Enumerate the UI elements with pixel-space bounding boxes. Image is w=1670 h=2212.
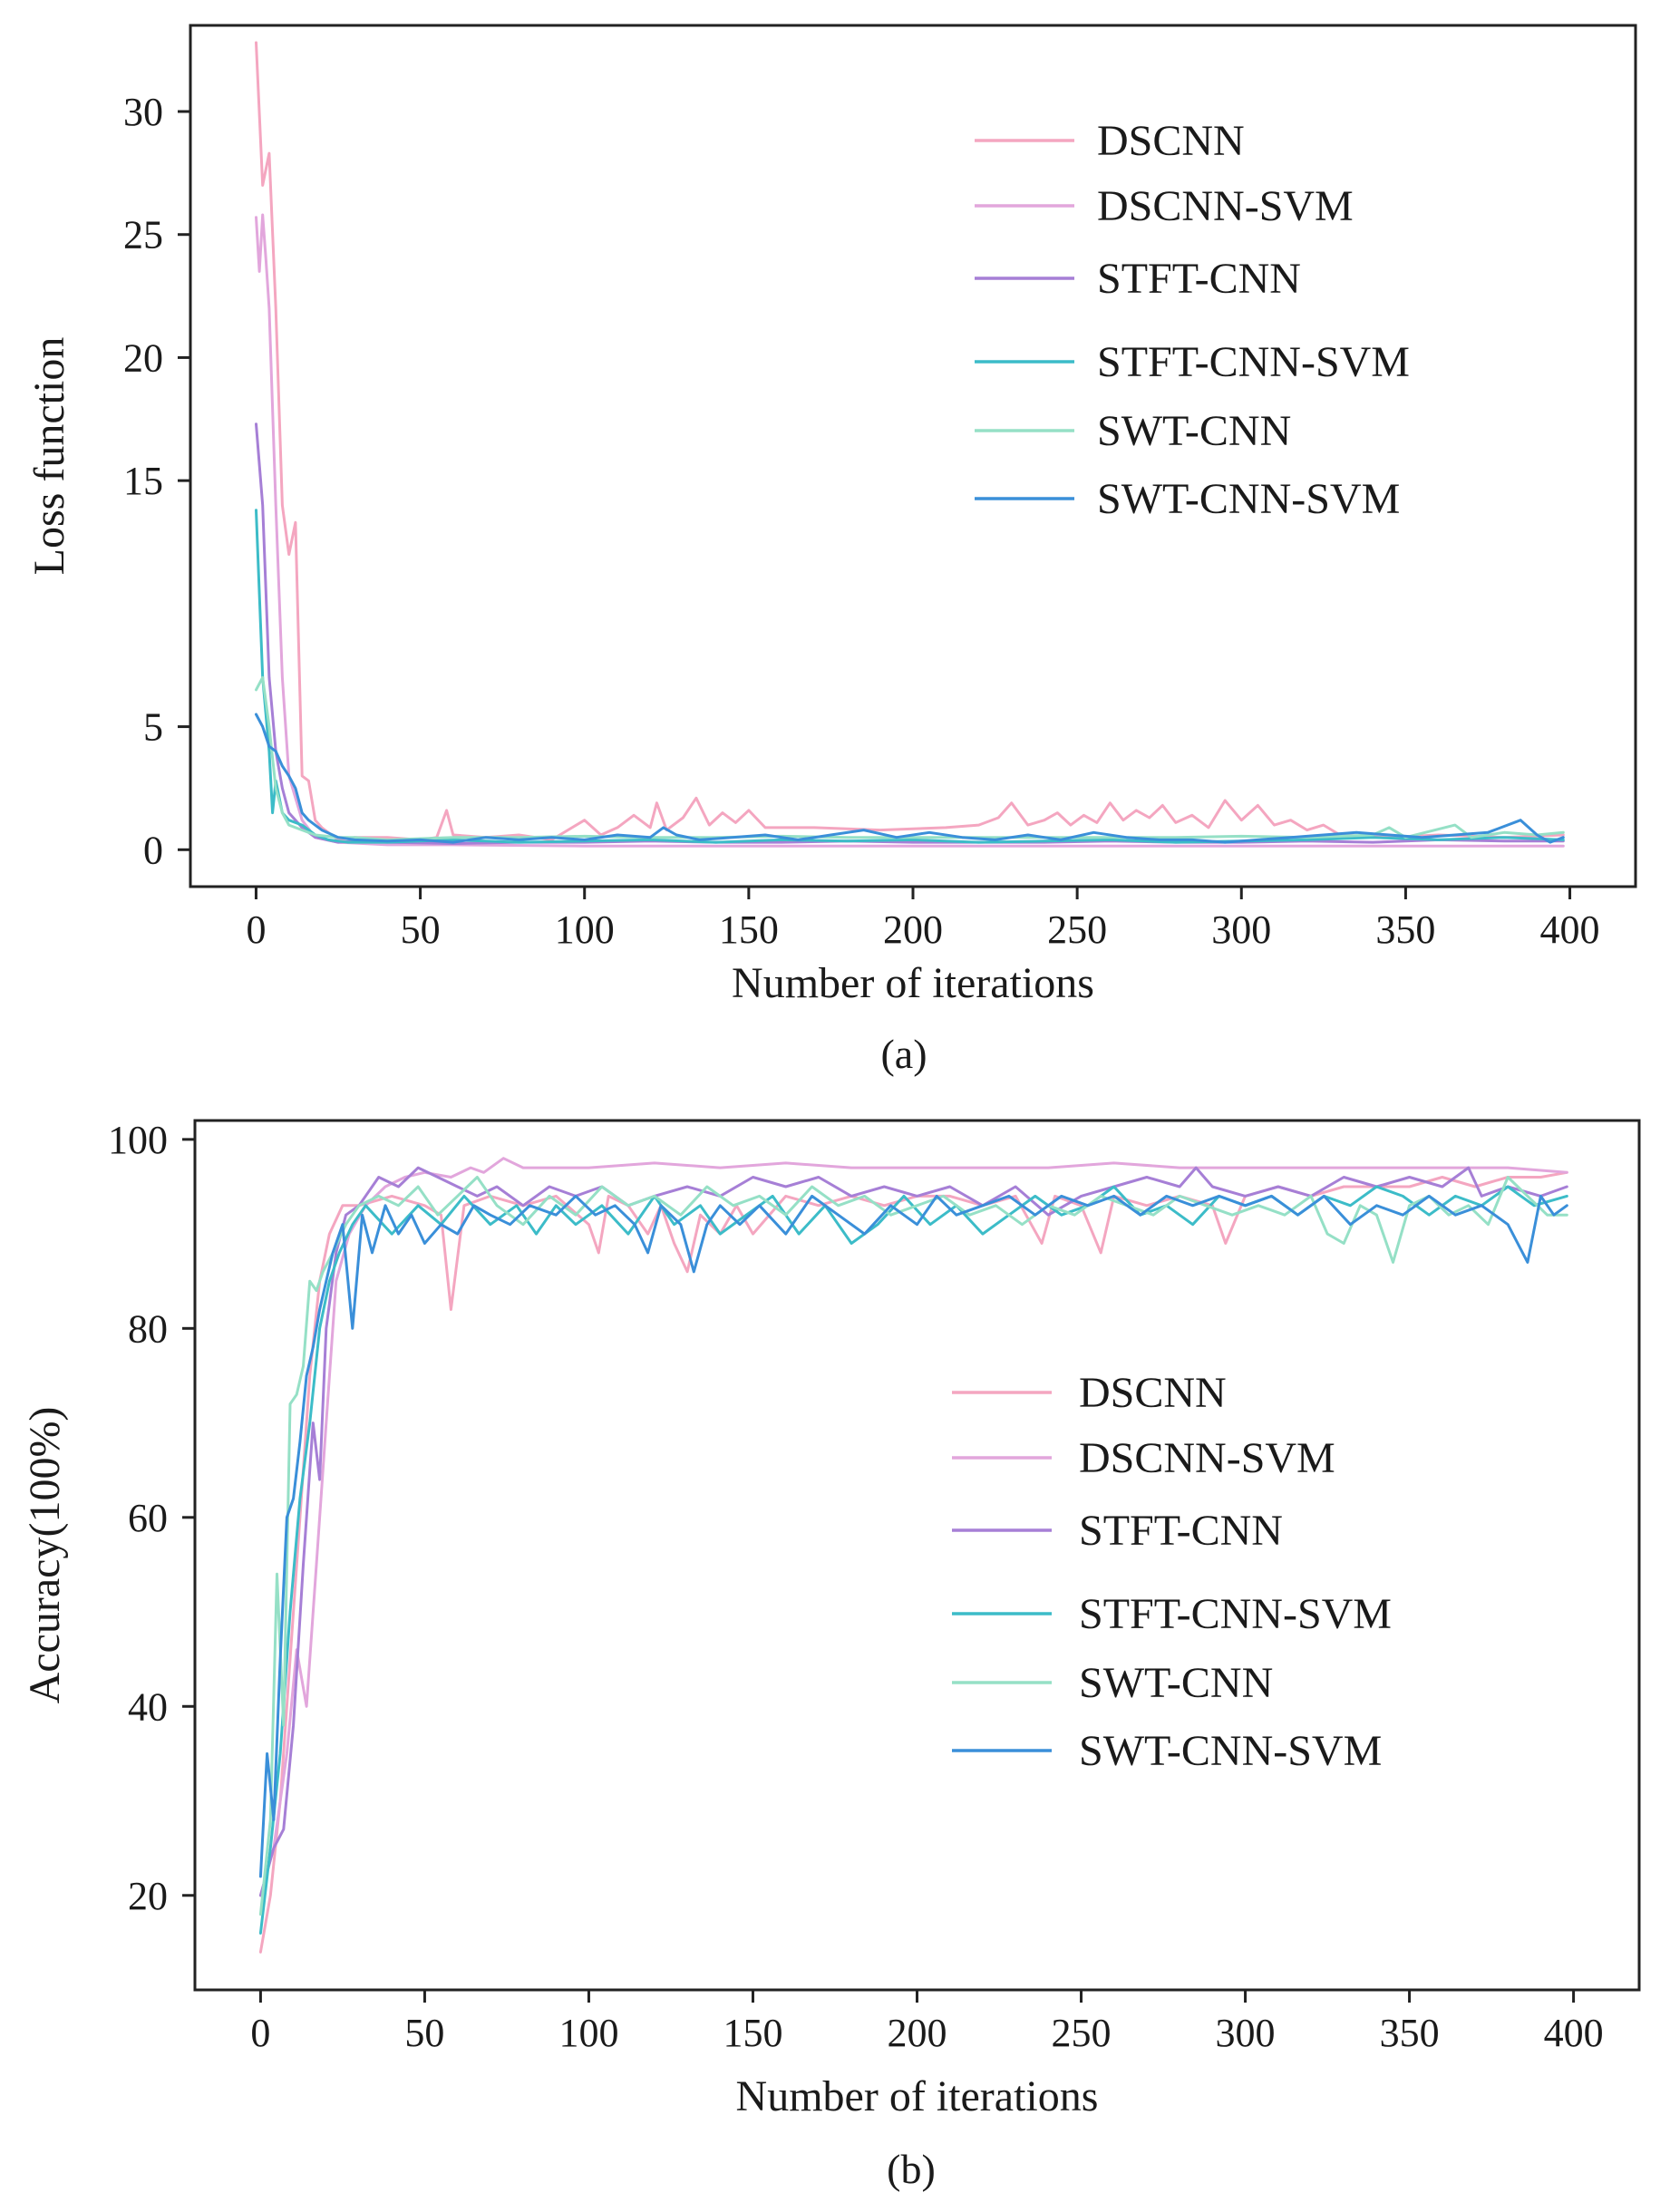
y-tick-label: 5	[143, 705, 163, 750]
caption-b: (b)	[887, 2146, 936, 2192]
legend-label: SWT-CNN-SVM	[1079, 1727, 1382, 1775]
y-axis-title: Loss function	[25, 337, 73, 576]
legend-label: SWT-CNN	[1097, 407, 1291, 455]
series-line-swt-cnn-svm	[255, 713, 1565, 844]
panel-a-loss-chart: 0 50 100 150 200 250 300 350 400 0 5 15 20 25 30 Number…	[25, 24, 1637, 1007]
legend-label: DSCNN-SVM	[1079, 1434, 1335, 1482]
x-tick-label: 300	[1216, 2011, 1276, 2055]
x-axis-title: Number of iterations	[732, 959, 1094, 1007]
x-tick-label: 100	[558, 2011, 618, 2055]
legend-label: DSCNN	[1097, 117, 1245, 165]
plot-frame	[193, 1119, 1641, 1992]
x-tick-label: 350	[1380, 2011, 1440, 2055]
x-tick-label: 150	[719, 907, 779, 952]
legend-label: STFT-CNN-SVM	[1097, 338, 1410, 386]
series-line-dscnn	[258, 1170, 1568, 1954]
x-tick-label: 250	[1047, 907, 1107, 952]
series-line-dscnn	[255, 41, 1565, 841]
y-tick-label: 60	[128, 1496, 168, 1540]
x-tick-label: 200	[888, 2011, 947, 2055]
y-tick-label: 100	[108, 1118, 168, 1162]
x-tick-label: 0	[250, 2011, 270, 2055]
panel-b-accuracy-chart: 0 50 100 150 200 250 300 350 400 20 40 60 80 100 Numbe…	[21, 1118, 1641, 2120]
x-tick-label: 200	[883, 907, 943, 952]
x-tick-label: 400	[1544, 2011, 1604, 2055]
series-group	[258, 1157, 1568, 1954]
x-tick-label: 400	[1540, 907, 1600, 952]
y-tick-label: 30	[123, 90, 163, 134]
series-line-dscnn-svm	[255, 213, 1565, 848]
y-tick-label: 25	[123, 213, 163, 257]
x-tick-label: 50	[401, 907, 441, 952]
series-line-stft-cnn-svm	[255, 509, 1565, 844]
legend-label: SWT-CNN	[1079, 1659, 1273, 1707]
y-tick-label: 80	[128, 1306, 168, 1351]
x-tick-label: 150	[723, 2011, 782, 2055]
legend-label: STFT-CNN-SVM	[1079, 1590, 1392, 1638]
legend: DSCNN DSCNN-SVM STFT-CNN STFT-CNN-SVM SWT-CN…	[975, 117, 1410, 523]
series-line-swt-cnn	[258, 1176, 1568, 1916]
series-line-stft-cnn-svm	[258, 1185, 1568, 1935]
y-tick-label: 15	[123, 459, 163, 503]
caption-a: (a)	[880, 1031, 927, 1077]
legend-label: DSCNN	[1079, 1369, 1227, 1417]
y-tick-label: 20	[123, 335, 163, 380]
legend-label: STFT-CNN	[1097, 255, 1301, 303]
y-tick-label: 40	[128, 1684, 168, 1729]
plot-frame	[189, 24, 1637, 888]
series-group	[255, 41, 1565, 848]
series-line-dscnn-svm	[258, 1157, 1568, 1897]
x-tick-label: 50	[404, 2011, 444, 2055]
legend-label: STFT-CNN	[1079, 1507, 1283, 1555]
y-tick-label: 20	[128, 1874, 168, 1918]
series-line-swt-cnn	[255, 675, 1565, 841]
x-tick-label: 0	[246, 907, 266, 952]
legend-label: SWT-CNN-SVM	[1097, 475, 1400, 523]
x-axis-title: Number of iterations	[736, 2072, 1099, 2120]
legend: DSCNN DSCNN-SVM STFT-CNN STFT-CNN-SVM SWT-CN…	[952, 1369, 1392, 1775]
series-line-swt-cnn-svm	[258, 1194, 1568, 1878]
legend-label: DSCNN-SVM	[1097, 182, 1354, 230]
x-tick-label: 300	[1211, 907, 1271, 952]
y-tick-label: 0	[143, 828, 163, 872]
x-tick-label: 350	[1375, 907, 1435, 952]
x-tick-label: 250	[1052, 2011, 1112, 2055]
y-axis-title: Accuracy(100%)	[21, 1407, 69, 1704]
x-tick-label: 100	[555, 907, 615, 952]
series-line-stft-cnn	[258, 1166, 1568, 1897]
